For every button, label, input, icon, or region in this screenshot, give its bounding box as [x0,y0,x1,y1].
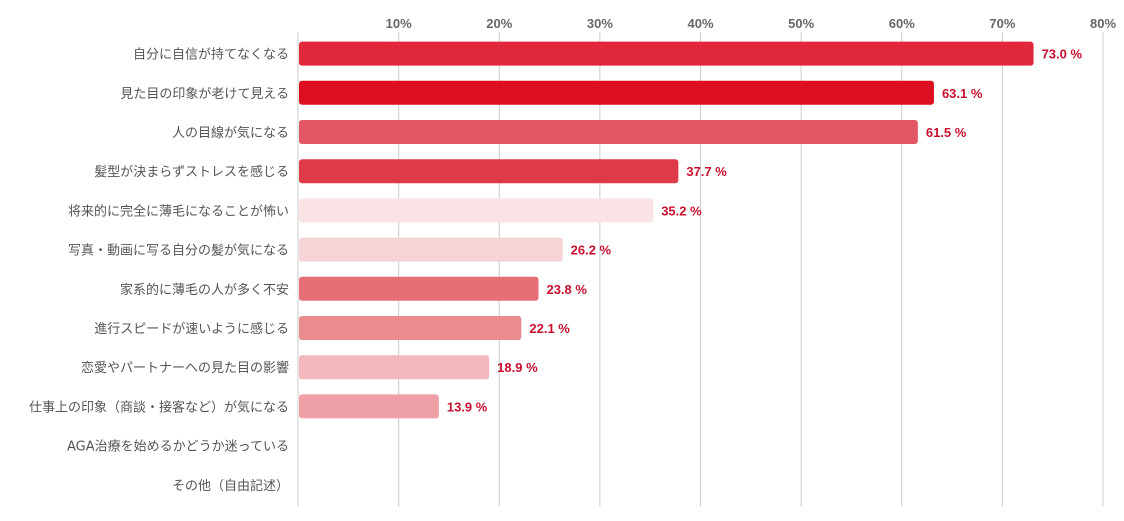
data-label: 23.8 % [546,282,587,297]
x-tick-label: 80% [1090,16,1116,31]
bar [299,316,522,340]
data-label: 13.9 % [447,399,488,414]
category-label: 髪型が決まらずストレスを感じる [94,164,289,180]
category-labels: 自分に自信が持てなくなる見た目の印象が老けて見える人の目線が気になる髪型が決まら… [29,48,289,494]
data-label: 73.0 % [1042,47,1083,62]
category-label: 見た目の印象が老けて見える [120,87,289,102]
category-label: 自分に自信が持てなくなる [133,48,289,63]
category-label: 仕事上の印象（商談・接客など）が気になる [29,399,289,415]
grid-layer [297,32,1104,507]
category-label: 家系的に薄毛の人が多く不安 [120,282,289,298]
category-label: 人の目線が気になる [172,125,289,141]
data-label: 18.9 % [497,360,538,375]
x-tick-label: 50% [788,16,814,31]
x-tick-label: 30% [587,16,613,31]
bar [299,159,679,184]
bar [299,41,1034,66]
bar [299,394,439,419]
data-label: 26.2 % [571,243,612,258]
data-label: 37.7 % [686,164,727,179]
data-label: 61.5 % [926,125,967,140]
category-label: 恋愛やパートナーへの見た目の影響 [81,360,289,376]
data-label: 63.1 % [942,86,983,101]
bar [299,80,934,105]
data-labels: 73.0 % 63.1 % 61.5 % 37.7 % 35.2 % 26.2 % 23.8… [447,47,1083,415]
x-tick-label: 70% [989,16,1015,31]
bar [299,237,563,262]
category-label: 写真・動画に写る自分の髪が気になる [68,243,289,259]
category-label: 将来的に完全に薄毛になることが怖い [68,203,289,219]
x-tick-label: 10% [386,16,412,31]
category-label: 進行スピードが速いように感じる [94,321,289,337]
bar [299,120,918,144]
x-tick-label: 40% [687,16,713,31]
x-axis-ticks: 10% 20% 30% 40% 50% 60% 70% 80% [386,16,1117,31]
x-tick-label: 20% [486,16,512,31]
bar [299,276,539,301]
data-label: 35.2 % [661,203,702,218]
bars [299,41,1034,419]
data-label: 22.1 % [529,321,570,336]
bar [299,198,654,223]
category-label: AGA治療を始めるかどうか迷っている [67,440,289,455]
bar [299,355,490,380]
x-tick-label: 60% [889,16,915,31]
category-label: その他（自由記述） [172,478,289,494]
